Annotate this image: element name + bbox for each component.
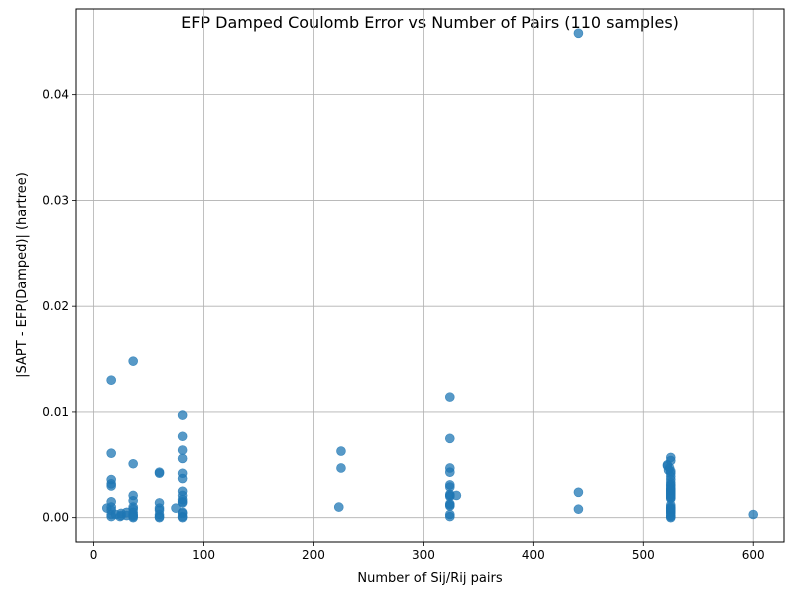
data-point [573,504,584,515]
y-axis-label: |SAPT - EFP(Damped)| (hartree) [15,172,30,378]
data-point [444,511,455,522]
grid-layer [76,9,784,542]
x-tick-label: 400 [522,548,545,562]
data-point [177,445,188,455]
data-point [444,433,455,444]
data-point [333,502,344,512]
data-point [177,498,188,508]
data-point [177,473,188,484]
data-point [154,512,165,523]
data-point [444,392,455,402]
x-tick-label: 500 [632,548,655,562]
data-point [106,375,116,386]
data-point [573,28,584,39]
x-tick-label: 0 [90,548,98,562]
y-axis: 0.00 0.01 0.02 0.03 0.04 [42,88,76,525]
data-points [101,28,759,523]
data-point [177,453,188,464]
chart-title: EFP Damped Coulomb Error vs Number of Pa… [181,13,679,32]
y-tick-label: 0.03 [42,193,69,207]
y-tick-label: 0.04 [42,88,69,102]
data-point [665,512,676,523]
x-tick-label: 100 [192,548,215,562]
x-axis-label: Number of Sij/Rij pairs [357,571,502,586]
data-point [177,410,188,420]
y-tick-label: 0.00 [42,511,69,525]
data-point [177,512,188,523]
x-tick-label: 300 [412,548,435,562]
data-point [106,481,116,491]
data-point [336,463,346,473]
data-point [573,487,584,498]
data-point [665,455,676,466]
data-point [444,501,455,511]
data-point [106,448,116,458]
data-point [177,431,188,442]
x-tick-label: 600 [742,548,765,562]
data-point [336,446,346,456]
plot-frame [75,8,785,543]
data-point [128,356,138,366]
data-point [128,512,138,523]
x-axis: 0 100 200 300 400 500 600 [90,542,765,562]
data-point [128,458,138,469]
data-point [154,468,165,479]
data-point [748,509,759,520]
data-point [444,467,455,478]
y-tick-label: 0.02 [42,299,69,313]
x-tick-label: 200 [302,548,325,562]
y-tick-label: 0.01 [42,405,69,419]
data-point [451,490,462,501]
